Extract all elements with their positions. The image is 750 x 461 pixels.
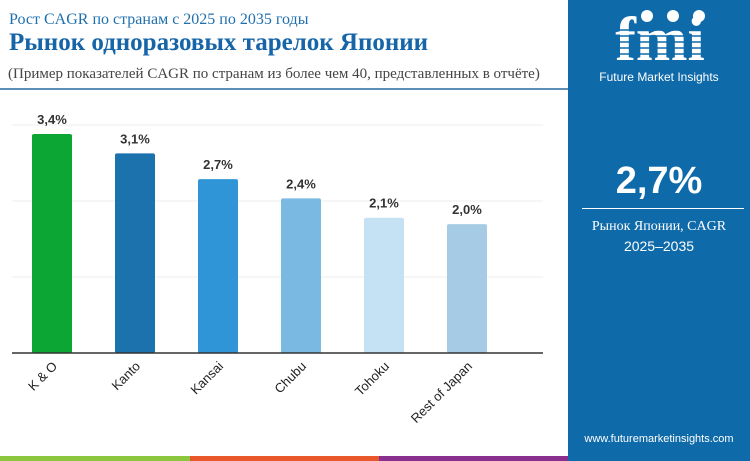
brand-name: Future Market Insights bbox=[599, 70, 719, 84]
x-tick-label: Chubu bbox=[271, 359, 309, 397]
data-label: 3,1% bbox=[120, 131, 150, 146]
svg-text:fmi: fmi bbox=[615, 8, 705, 68]
data-label: 2,1% bbox=[369, 196, 399, 211]
x-tick-label: K & O bbox=[25, 359, 60, 394]
x-tick-label: Kansai bbox=[187, 358, 226, 397]
x-tick-label: Rest of Japan bbox=[408, 359, 475, 426]
data-label: 2,0% bbox=[452, 202, 482, 217]
x-tick-label: Kanto bbox=[108, 359, 143, 394]
footer-strip-orange bbox=[190, 456, 379, 461]
data-label: 2,7% bbox=[203, 157, 233, 172]
footer-strip-purple bbox=[379, 456, 568, 461]
data-label: 2,4% bbox=[286, 176, 316, 191]
header-divider bbox=[0, 88, 568, 90]
bar-tohoku bbox=[364, 217, 404, 353]
website-link[interactable]: www.futuremarketinsights.com bbox=[584, 433, 734, 445]
chart-title: Рынок одноразовых тарелок Японии bbox=[9, 29, 429, 56]
headline-caption: Рынок Японии, CAGR bbox=[591, 219, 727, 234]
fmi-logo: fmi bbox=[598, 8, 723, 68]
bar-chubu bbox=[281, 198, 321, 353]
bar-kansai bbox=[198, 179, 238, 353]
x-tick-label: Tohoku bbox=[352, 359, 392, 399]
chart-subtitle: Рост CAGR по странам с 2025 по 2035 годы bbox=[9, 11, 309, 28]
sidebar-panel: fmi Future Market Insights 2,7% Рынок Яп… bbox=[568, 0, 750, 461]
bar-rest-of-japan bbox=[447, 224, 487, 353]
headline-period: 2025–2035 bbox=[623, 238, 695, 254]
headline-divider bbox=[582, 208, 744, 209]
headline-cagr: 2,7% bbox=[615, 160, 703, 202]
data-label: 3,4% bbox=[37, 112, 67, 127]
footer-strip-green bbox=[0, 456, 190, 461]
bar-chart: 3,4% K & O 3,1% Kanto 2,7% Kansai 2,4% Chubu 2,1… bbox=[12, 112, 543, 426]
bar-kanto bbox=[115, 153, 155, 353]
chart-note: (Пример показателей CAGR по странам из б… bbox=[8, 66, 540, 82]
bar-k-o bbox=[32, 134, 72, 353]
